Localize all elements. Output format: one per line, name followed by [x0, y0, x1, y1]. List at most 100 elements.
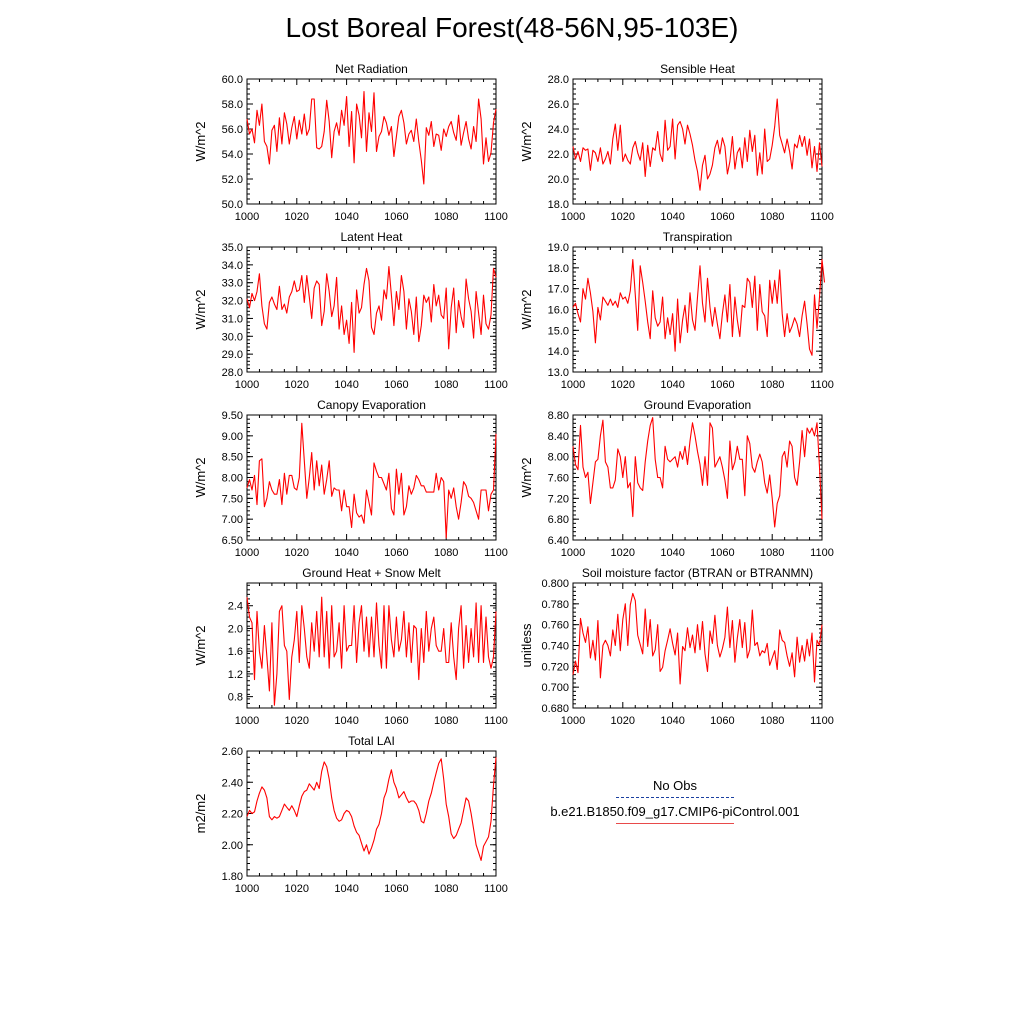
panel-title: Sensible Heat [660, 62, 735, 76]
y-tick-label: 2.20 [222, 809, 243, 821]
y-tick-label: 22.0 [548, 149, 569, 161]
y-axis-label: unitless [519, 623, 534, 668]
page-title: Lost Boreal Forest(48-56N,95-103E) [285, 12, 739, 43]
legend-line-obs [616, 797, 734, 798]
y-tick-label: 31.0 [222, 313, 243, 325]
y-tick-label: 2.40 [222, 777, 243, 789]
legend-entry-obs: No Obs [652, 778, 698, 793]
x-tick-label: 1020 [285, 379, 309, 391]
panel-title: Latent Heat [340, 230, 403, 244]
x-tick-label: 1060 [384, 547, 408, 559]
y-tick-label: 35.0 [222, 242, 243, 254]
chart-panel-1: Net Radiation W/m^2 1000 1020 1040 1060 1080 11… [193, 62, 508, 223]
x-tick-label: 1060 [384, 715, 408, 727]
x-tick-label: 1000 [235, 547, 259, 559]
chart-panel-5: Canopy Evaporation W/m^2 1000 1020 1040 1060 1… [193, 398, 508, 559]
panel-title: Ground Heat + Snow Melt [302, 566, 441, 580]
y-tick-label: 56.0 [222, 124, 243, 136]
legend-entry-model: b.e21.B1850.f09_g17.CMIP6-piControl.001 [550, 804, 800, 819]
y-tick-label: 0.800 [541, 578, 569, 590]
x-tick-label: 1040 [334, 547, 358, 559]
y-tick-label: 1.2 [228, 669, 243, 681]
series-line [572, 592, 823, 685]
x-tick-label: 1020 [285, 211, 309, 223]
y-tick-label: 26.0 [548, 99, 569, 111]
y-tick-label: 60.0 [222, 74, 243, 86]
x-tick-label: 1080 [434, 547, 458, 559]
x-tick-label: 1000 [561, 211, 585, 223]
x-tick-label: 1000 [561, 547, 585, 559]
panel-title: Total LAI [348, 734, 395, 748]
y-tick-label: 58.0 [222, 99, 243, 111]
series-line [246, 757, 497, 861]
y-tick-label: 8.50 [222, 452, 243, 464]
y-tick-label: 32.0 [222, 296, 243, 308]
x-tick-label: 1040 [660, 211, 684, 223]
y-tick-label: 29.0 [222, 349, 243, 361]
chart-panel-6: Ground Evaporation W/m^2 1000 1020 1040 1060 1… [519, 398, 834, 559]
x-tick-label: 1020 [285, 547, 309, 559]
y-tick-label: 6.50 [222, 535, 243, 547]
plot-frame [572, 246, 823, 373]
x-tick-label: 1040 [334, 883, 358, 895]
y-axis-label: W/m^2 [193, 121, 208, 161]
y-tick-label: 24.0 [548, 124, 569, 136]
y-tick-label: 2.00 [222, 840, 243, 852]
y-tick-label: 0.740 [541, 641, 569, 653]
y-tick-label: 20.0 [548, 174, 569, 186]
x-tick-label: 1100 [484, 379, 508, 391]
panel-title: Soil moisture factor (BTRAN or BTRANMN) [582, 566, 813, 580]
y-tick-label: 0.760 [541, 620, 569, 632]
panel-title: Net Radiation [335, 62, 408, 76]
plot-frame [246, 246, 497, 373]
y-tick-label: 17.0 [548, 284, 569, 296]
x-tick-label: 1060 [710, 547, 734, 559]
x-tick-label: 1060 [710, 379, 734, 391]
legend-line-model [616, 823, 734, 824]
x-tick-label: 1100 [810, 715, 834, 727]
y-tick-label: 8.80 [548, 410, 569, 422]
x-tick-label: 1080 [434, 883, 458, 895]
x-tick-label: 1080 [760, 211, 784, 223]
chart-panel-9: Total LAI m2/m2 1000 1020 1040 1060 1080 1100 1.… [193, 734, 508, 895]
x-tick-label: 1040 [660, 547, 684, 559]
plot-frame [246, 750, 497, 877]
x-tick-label: 1000 [235, 211, 259, 223]
y-tick-label: 9.50 [222, 410, 243, 422]
y-tick-label: 50.0 [222, 199, 243, 211]
x-tick-label: 1020 [285, 883, 309, 895]
x-tick-label: 1080 [760, 715, 784, 727]
y-tick-label: 9.00 [222, 431, 243, 443]
y-tick-label: 18.0 [548, 199, 569, 211]
y-tick-label: 7.00 [222, 514, 243, 526]
y-tick-label: 0.720 [541, 661, 569, 673]
series-line [246, 90, 497, 185]
x-tick-label: 1000 [235, 715, 259, 727]
y-tick-label: 34.0 [222, 260, 243, 272]
x-tick-label: 1000 [235, 379, 259, 391]
y-axis-label: W/m^2 [193, 457, 208, 497]
y-tick-label: 0.680 [541, 703, 569, 715]
y-tick-label: 19.0 [548, 242, 569, 254]
y-tick-label: 18.0 [548, 263, 569, 275]
x-tick-label: 1060 [384, 379, 408, 391]
x-tick-label: 1020 [611, 379, 635, 391]
y-tick-label: 6.40 [548, 535, 569, 547]
y-tick-label: 0.780 [541, 599, 569, 611]
panel-title: Transpiration [663, 230, 733, 244]
y-tick-label: 7.20 [548, 493, 569, 505]
x-tick-label: 1100 [484, 547, 508, 559]
series-line [572, 98, 823, 191]
y-tick-label: 2.4 [228, 601, 243, 613]
x-tick-label: 1080 [434, 379, 458, 391]
panel-title: Ground Evaporation [644, 398, 751, 412]
x-tick-label: 1100 [810, 547, 834, 559]
y-tick-label: 1.6 [228, 646, 243, 658]
y-axis-label: m2/m2 [193, 794, 208, 834]
y-tick-label: 14.0 [548, 346, 569, 358]
y-axis-label: W/m^2 [519, 121, 534, 161]
plot-frame [246, 78, 497, 205]
x-tick-label: 1040 [660, 715, 684, 727]
x-tick-label: 1060 [710, 211, 734, 223]
